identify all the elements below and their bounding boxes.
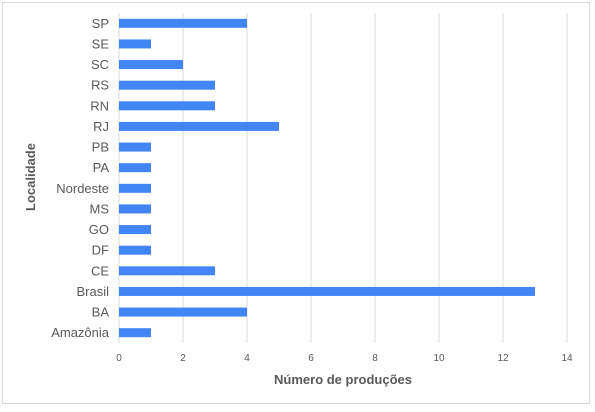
bar bbox=[119, 307, 247, 317]
x-tick-label: 6 bbox=[308, 353, 314, 364]
category-label: GO bbox=[89, 222, 109, 237]
bar bbox=[119, 101, 215, 111]
x-tick-label: 0 bbox=[116, 353, 122, 364]
x-tick-label: 4 bbox=[244, 353, 250, 364]
bar bbox=[119, 80, 215, 90]
category-label: RS bbox=[91, 78, 109, 93]
bar bbox=[119, 245, 151, 255]
x-tick-label: 2 bbox=[180, 353, 186, 364]
category-label: SE bbox=[92, 36, 110, 51]
category-labels: SP SE SC RS RN RJ PB PA Nordeste MS GO DF CE Brasil BA… bbox=[51, 16, 110, 340]
category-label: BA bbox=[92, 305, 110, 320]
bar bbox=[119, 266, 215, 276]
x-tick-label: 12 bbox=[497, 353, 509, 364]
bars bbox=[119, 18, 535, 338]
category-label: PA bbox=[93, 160, 110, 175]
bar bbox=[119, 60, 183, 70]
bar bbox=[119, 142, 151, 152]
x-tick-label: 8 bbox=[372, 353, 378, 364]
category-label: RJ bbox=[93, 119, 109, 134]
chart-frame bbox=[2, 2, 590, 404]
bar bbox=[119, 121, 279, 131]
category-label: SP bbox=[92, 16, 109, 31]
bar bbox=[119, 286, 535, 296]
category-label: MS bbox=[90, 201, 110, 216]
category-label: CE bbox=[91, 263, 109, 278]
category-label: Nordeste bbox=[56, 181, 109, 196]
bar bbox=[119, 183, 151, 193]
bar bbox=[119, 225, 151, 235]
category-label: Brasil bbox=[76, 284, 109, 299]
x-tick-label: 10 bbox=[433, 353, 445, 364]
bar bbox=[119, 18, 247, 28]
x-tick-label: 14 bbox=[561, 353, 573, 364]
bar bbox=[119, 163, 151, 173]
category-label: Amazônia bbox=[51, 325, 110, 340]
bar bbox=[119, 328, 151, 338]
category-label: DF bbox=[92, 243, 109, 258]
bar bbox=[119, 204, 151, 214]
category-label: SC bbox=[91, 57, 109, 72]
x-tick-labels: 0 2 4 6 8 10 12 14 bbox=[116, 353, 573, 364]
x-axis-title: Número de produções bbox=[274, 372, 412, 387]
category-label: RN bbox=[90, 98, 109, 113]
y-axis-title: Localidade bbox=[23, 143, 38, 211]
bar bbox=[119, 39, 151, 49]
category-label: PB bbox=[92, 140, 109, 155]
